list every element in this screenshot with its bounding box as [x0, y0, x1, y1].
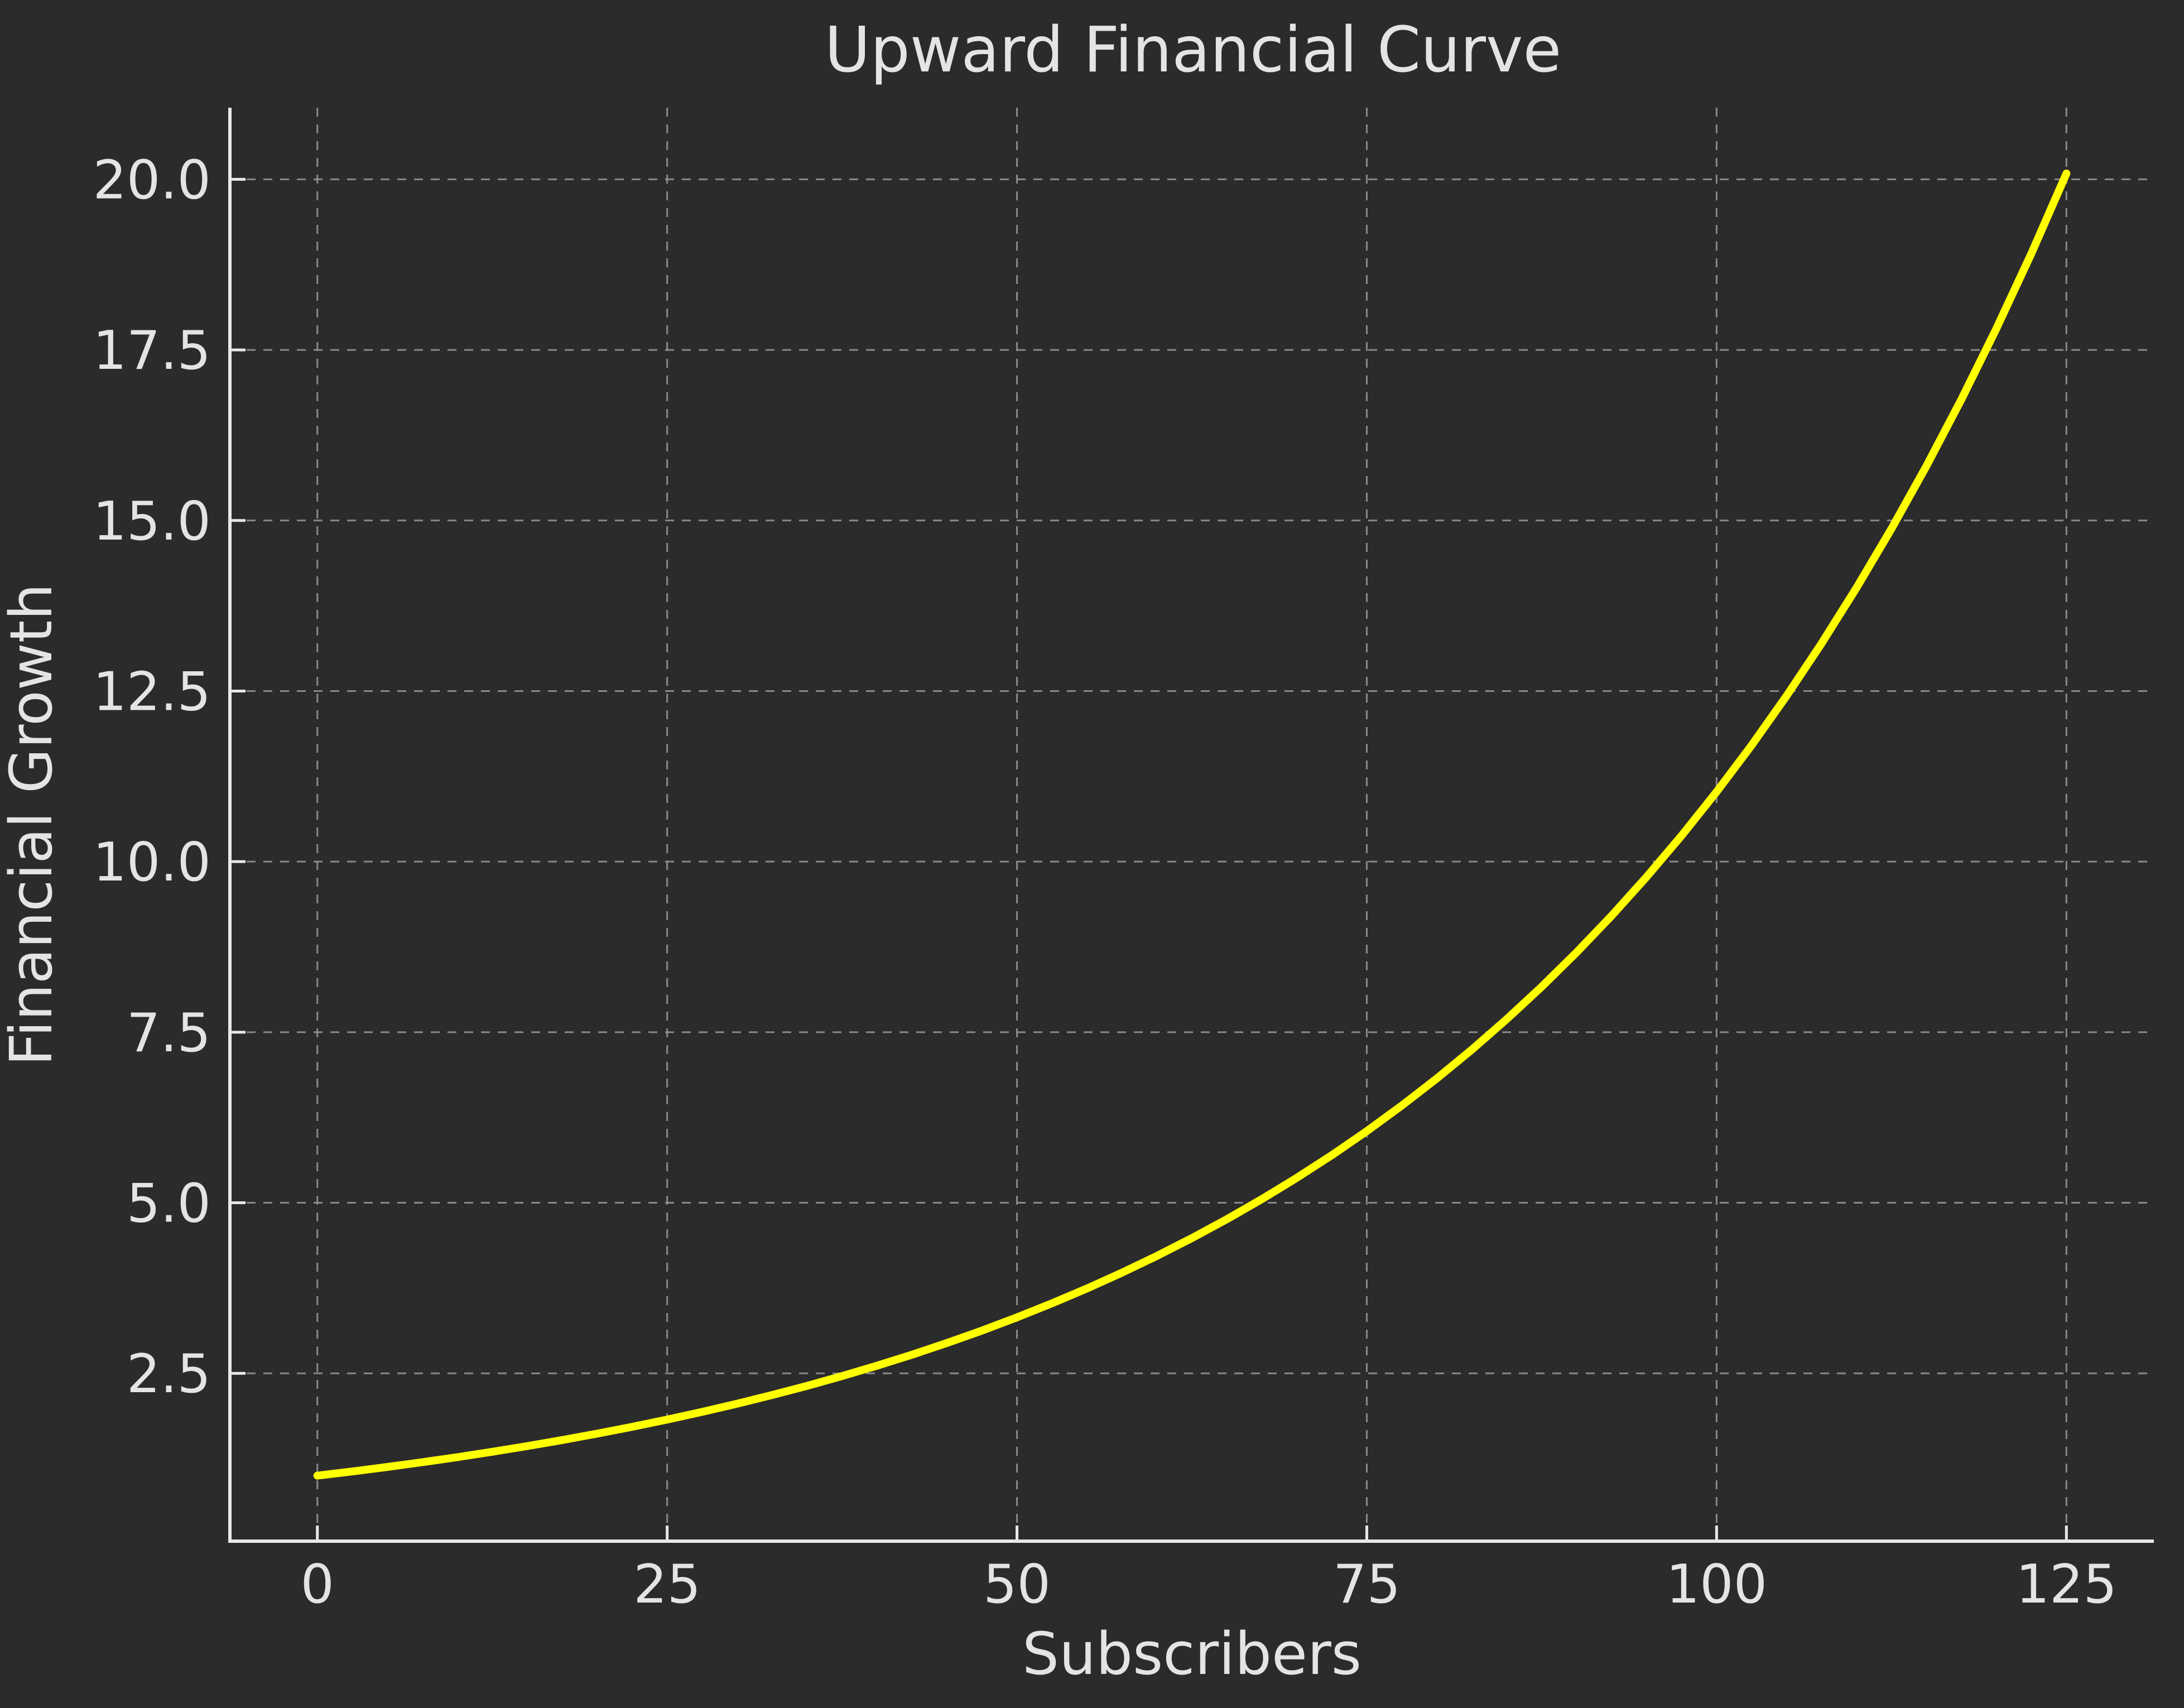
- y-tick-label: 10.0: [93, 832, 211, 893]
- y-tick-label: 7.5: [127, 1003, 211, 1064]
- x-tick-label: 0: [301, 1554, 334, 1615]
- x-tick-label: 125: [2016, 1554, 2117, 1615]
- x-tick-label: 75: [1333, 1554, 1401, 1615]
- y-axis-label: Financial Growth: [0, 584, 65, 1066]
- y-tick-label: 20.0: [93, 150, 211, 211]
- y-tick-label: 12.5: [93, 661, 211, 723]
- x-axis-label: Subscribers: [1022, 1620, 1362, 1688]
- chart-title: Upward Financial Curve: [825, 14, 1562, 86]
- x-tick-label: 100: [1666, 1554, 1767, 1615]
- tick-label-layer: 0 25 50 75 100 125 2.5 5.0 7.5 10.0 12.5 15.0 17.5 20…: [93, 150, 2116, 1615]
- grid-layer: [230, 108, 2154, 1541]
- y-tick-label: 17.5: [93, 320, 211, 382]
- x-tick-label: 50: [983, 1554, 1051, 1615]
- y-tick-label: 15.0: [93, 491, 211, 552]
- curve-layer: [313, 169, 2071, 1480]
- x-tick-label: 25: [633, 1554, 701, 1615]
- financial-growth-curve: [313, 169, 2071, 1480]
- y-tick-label: 2.5: [127, 1344, 211, 1405]
- tick-layer: [230, 177, 2068, 1541]
- y-tick-label: 5.0: [127, 1173, 211, 1235]
